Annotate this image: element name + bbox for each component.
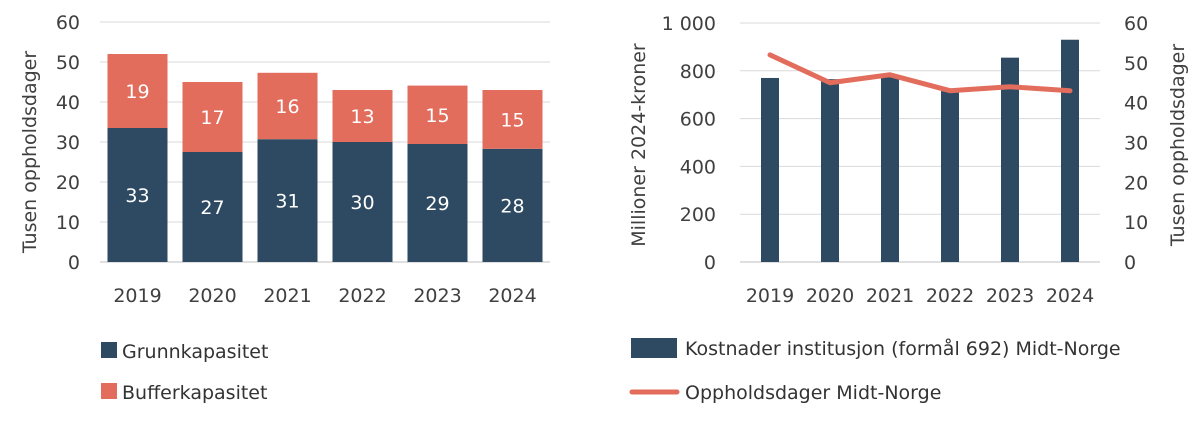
chart1-data-label: 15 — [425, 105, 449, 127]
chart1-bar-grunnkapasitet-2024 — [482, 148, 543, 262]
chart1-bar-bufferkapasitet-2019 — [107, 54, 168, 128]
chart1-data-label: 13 — [350, 106, 374, 128]
chart2-x-tick-label: 2023 — [986, 285, 1034, 307]
chart1-data-label: 17 — [200, 107, 224, 129]
chart2-bar-kostnader-2023 — [1001, 57, 1019, 262]
chart1-bar-bufferkapasitet-2024 — [482, 90, 543, 149]
chart1-legend-swatch-bufferkapasitet — [101, 383, 117, 399]
chart2-y-tick-label: 400 — [680, 156, 716, 178]
chart1-bar-bufferkapasitet-2023 — [407, 85, 468, 144]
chart1-bar-bufferkapasitet-2021 — [257, 72, 318, 140]
chart1-y-tick-label: 60 — [56, 12, 80, 34]
chart2-x-tick-label: 2024 — [1046, 285, 1094, 307]
chart1-y-axis-title: Tusen oppholdsdager — [19, 51, 41, 255]
chart2-legend-label: Kostnader institusjon (formål 692) Midt-… — [685, 337, 1121, 360]
chart2-bar-kostnader-2021 — [881, 76, 899, 263]
chart1-legend-swatch-grunnkapasitet — [101, 342, 117, 358]
chart1-data-label: 29 — [425, 193, 449, 215]
chart2-x-tick-label: 2020 — [806, 285, 854, 307]
chart2-y-axis-title: Millioner 2024-kroner — [628, 43, 650, 247]
chart1-x-tick-label: 2019 — [113, 285, 161, 307]
chart1-data-label: 28 — [500, 195, 524, 217]
chart1-y-tick-label: 50 — [56, 52, 80, 74]
chart1-bar-bufferkapasitet-2022 — [332, 90, 393, 142]
chart2-y-right-tick-label: 30 — [1124, 133, 1148, 155]
chart1-bar-grunnkapasitet-2022 — [332, 142, 393, 262]
chart1-x-tick-label: 2020 — [188, 285, 236, 307]
chart1-data-label: 31 — [275, 191, 299, 213]
chart1-y-tick-label: 40 — [56, 92, 80, 114]
chart2-y-tick-label: 800 — [680, 61, 716, 83]
chart1-legend-label: Grunnkapasitet — [122, 341, 268, 363]
chart2-y-right-tick-label: 20 — [1124, 172, 1148, 194]
chart2-legend-label: Oppholdsdager Midt-Norge — [685, 382, 941, 404]
chart1-legend-label: Bufferkapasitet — [122, 382, 267, 404]
chart1-bar-grunnkapasitet-2020 — [182, 152, 243, 262]
chart2-bar-kostnader-2024 — [1061, 39, 1079, 263]
chart1-x-tick-label: 2022 — [338, 285, 386, 307]
chart1-bar-bufferkapasitet-2020 — [182, 82, 243, 152]
chart1-data-label: 33 — [125, 185, 149, 207]
chart2-y-tick-label: 0 — [704, 252, 716, 274]
chart2-bar-kostnader-2019 — [761, 77, 779, 262]
chart1-y-tick-label: 30 — [56, 132, 80, 154]
chart2-y-tick-label: 600 — [680, 109, 716, 131]
chart1-data-label: 19 — [125, 81, 149, 103]
chart1-bar-grunnkapasitet-2021 — [257, 139, 318, 262]
chart2-y-right-tick-label: 10 — [1124, 212, 1148, 234]
chart1-y-tick-label: 10 — [56, 212, 80, 234]
chart2-y-right-axis-title: Tusen oppholdsdager — [1167, 44, 1189, 248]
chart2-y-right-tick-label: 0 — [1124, 252, 1136, 274]
chart1-y-tick-label: 0 — [68, 252, 80, 274]
chart1-bar-grunnkapasitet-2023 — [407, 144, 468, 262]
chart2-bar-kostnader-2020 — [821, 79, 839, 262]
chart1-bar-grunnkapasitet-2019 — [107, 128, 168, 262]
chart2-y-right-tick-label: 60 — [1124, 13, 1148, 35]
chart1-x-tick-label: 2023 — [413, 285, 461, 307]
chart1-x-tick-label: 2024 — [488, 285, 536, 307]
chart1-data-label: 27 — [200, 197, 224, 219]
chart2-x-tick-label: 2022 — [926, 285, 974, 307]
chart2-line-oppholdsdager — [767, 52, 1073, 94]
chart1-data-label: 15 — [500, 109, 524, 131]
chart2-y-right-tick-label: 40 — [1124, 93, 1148, 115]
chart1-y-tick-label: 20 — [56, 172, 80, 194]
chart2-y-tick-label: 1 000 — [662, 13, 716, 35]
chart1-data-label: 16 — [275, 96, 299, 118]
chart2-x-tick-label: 2021 — [866, 285, 914, 307]
chart2-legend-swatch-kostnader — [631, 338, 677, 358]
chart1-x-tick-label: 2021 — [263, 285, 311, 307]
chart2-x-tick-label: 2019 — [746, 285, 794, 307]
chart2-y-tick-label: 200 — [680, 204, 716, 226]
chart2-y-right-tick-label: 50 — [1124, 53, 1148, 75]
chart2-bar-kostnader-2022 — [941, 91, 959, 263]
chart1-data-label: 30 — [350, 192, 374, 214]
